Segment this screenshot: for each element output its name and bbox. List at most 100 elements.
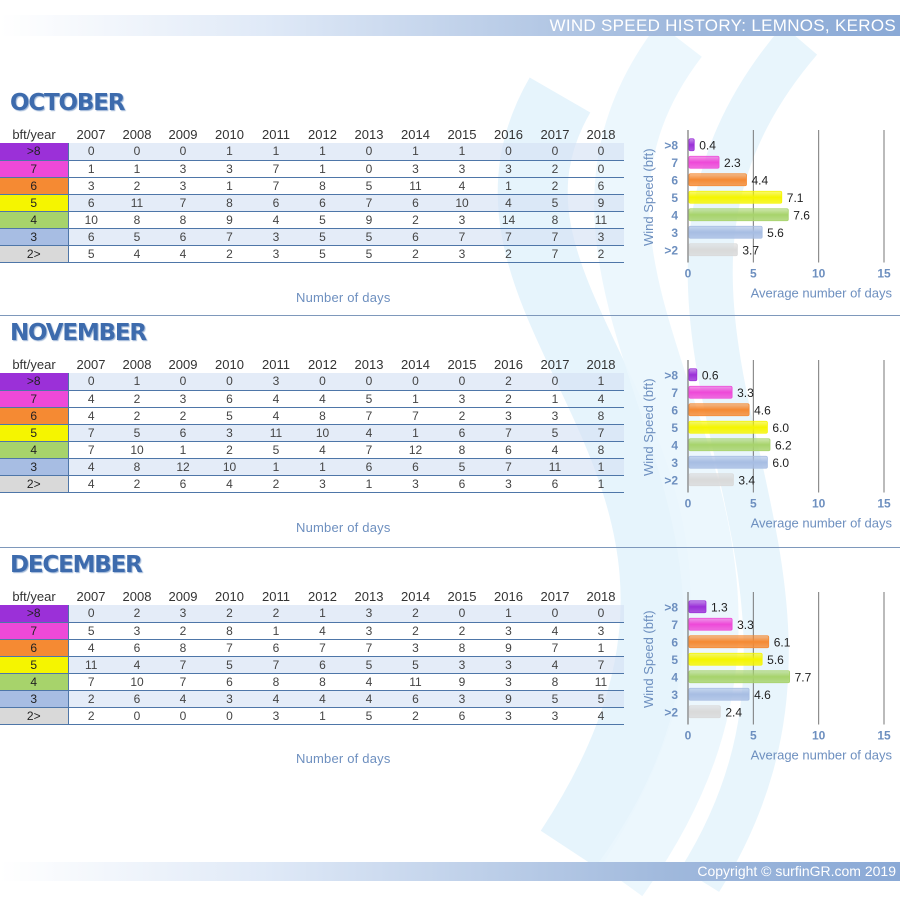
table-cell: 5 [299,228,346,246]
header-cell-year: 2010 [215,127,244,142]
bar-value-label: 6.0 [772,456,789,470]
table-cell: 8 [299,177,346,195]
table-cell: 0 [532,605,578,623]
table-cell: 0 [578,160,624,178]
table-cell: 8 [253,673,299,691]
table-cell: 5 [68,622,114,640]
bar [688,403,750,417]
table-cell: 6 [253,194,299,212]
copyright-text: Copyright © surfinGR.com 2019 [697,863,896,879]
bar [688,243,738,257]
table-cell: 7 [346,194,392,212]
y-category-label: 4 [671,208,678,222]
table-cell: 10 [114,673,160,691]
table-cell: 5 [346,707,392,725]
y-category-label: 4 [671,670,678,684]
x-tick-label: 15 [877,497,891,511]
x-axis-title: Average number of days [751,286,893,301]
table-cell: 4 [578,707,624,725]
table-cell: 6 [439,424,485,442]
table-cell: 8 [114,458,160,476]
bar-value-label: 7.7 [795,670,812,684]
table-cell: 2 [392,605,439,623]
table-cell: 3 [439,390,485,408]
header-cell-bft-year: bft/year [12,589,56,604]
table-cell: 3 [532,707,578,725]
x-tick-label: 15 [877,729,891,743]
table-cell: 4 [114,656,160,674]
table-cell: 3 [160,390,206,408]
header-cell-bft-year: bft/year [12,127,56,142]
table-cell: 6 [392,228,439,246]
table-cell: 2 [392,707,439,725]
table-cell: 1 [253,622,299,640]
table-cell: 6 [532,475,578,493]
table-cell: 6 [346,458,392,476]
table-row: 2> 5 4 4 2 3 5 5 2 3 2 7 2 [0,245,624,263]
row-label-cell: 2> [0,707,69,725]
table-cell: 0 [346,143,392,161]
table-cell: 2 [114,605,160,623]
bar-value-label: 6.0 [772,421,789,435]
table-cell: 5 [206,656,253,674]
x-tick-label: 5 [750,497,757,511]
table-cell: 6 [253,639,299,657]
header-cell-year: 2013 [354,589,384,604]
header-cell-year: 2010 [215,357,244,372]
table-cell: 0 [578,143,624,161]
header-cell-year: 2011 [262,357,290,372]
table-cell: 7 [160,656,206,674]
table-cell: 4 [253,390,299,408]
y-category-label: 7 [671,618,678,632]
table-cell: 5 [346,177,392,195]
table-cell: 2 [392,622,439,640]
table-cell: 1 [253,143,299,161]
table-cell: 2 [160,407,206,425]
section-divider [0,547,900,548]
row-label-cell: 2> [0,475,69,493]
row-label-cell: >8 [0,373,69,391]
table-cell: 2 [392,245,439,263]
header-bar: WIND SPEED HISTORY: LEMNOS, KEROS [0,15,900,36]
table-cell: 3 [160,605,206,623]
table-cell: 7 [253,160,299,178]
table-cell: 0 [114,707,160,725]
header-cell-year: 2011 [262,589,290,604]
row-label-cell: 4 [0,673,69,691]
table-cell: 3 [253,245,299,263]
table-cell: 3 [346,605,392,623]
table-cell: 7 [485,228,532,246]
number-of-days-label: Number of days [296,290,391,305]
table-cell: 2 [253,605,299,623]
month-section-december: DECEMBER bft/year 2007 2008 2009 2010 2011 201… [0,552,900,782]
footer-bar: Copyright © surfinGR.com 2019 [0,862,900,881]
table-cell: 4 [532,622,578,640]
bar [688,652,763,666]
table-cell: 5 [346,245,392,263]
table-cell: 1 [299,458,346,476]
header-cell-year: 2014 [401,589,430,604]
header-cell-year: 2012 [308,589,337,604]
table-cell: 3 [439,690,485,708]
bar-value-label: 4.6 [754,688,771,702]
table-cell: 1 [578,639,624,657]
row-label-cell: 3 [0,458,69,476]
table-cell: 6 [299,656,346,674]
table-cell: 9 [485,639,532,657]
table-cell: 7 [68,673,114,691]
table-row: 3 4 8 12 10 1 1 6 6 5 7 11 1 [0,458,624,476]
bar [688,438,771,452]
table-cell: 6 [160,475,206,493]
bar [688,600,707,614]
table-cell: 9 [439,673,485,691]
table-cell: 5 [346,656,392,674]
row-label-cell: 3 [0,690,69,708]
row-label-cell: 6 [0,407,69,425]
table-cell: 10 [439,194,485,212]
table-cell: 1 [485,605,532,623]
table-cell: 3 [439,160,485,178]
y-category-label: 5 [671,191,678,205]
table-cell: 3 [206,424,253,442]
